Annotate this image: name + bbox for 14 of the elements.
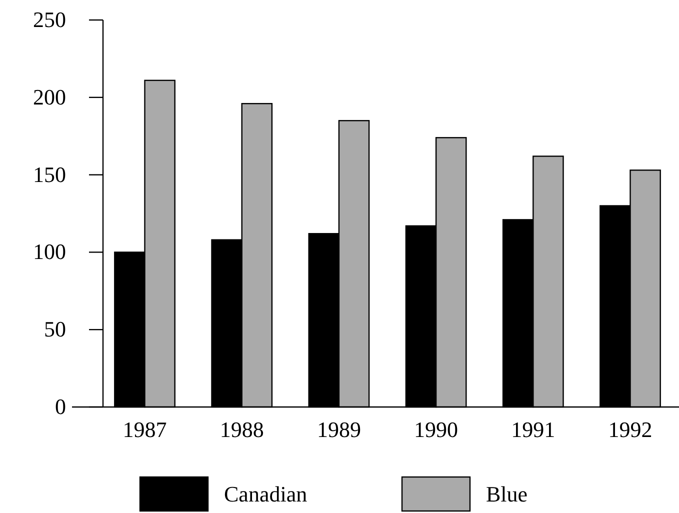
y-tick-label: 150	[33, 162, 66, 187]
y-tick-label: 50	[44, 316, 66, 342]
x-tick-label: 1987	[122, 417, 167, 442]
x-tick-label: 1991	[511, 417, 556, 442]
y-tick-label: 250	[33, 7, 66, 32]
y-tick-label: 100	[33, 239, 66, 264]
x-tick-label: 1988	[220, 417, 264, 442]
x-tick-label: 1989	[316, 417, 361, 442]
x-tick-label: 1990	[414, 417, 458, 442]
y-tick-label: 200	[33, 84, 66, 110]
legend-label: Blue	[486, 482, 528, 507]
y-tick-label: 0	[55, 394, 66, 420]
legend-label: Canadian	[224, 482, 308, 507]
x-tick-label: 1992	[608, 417, 652, 442]
